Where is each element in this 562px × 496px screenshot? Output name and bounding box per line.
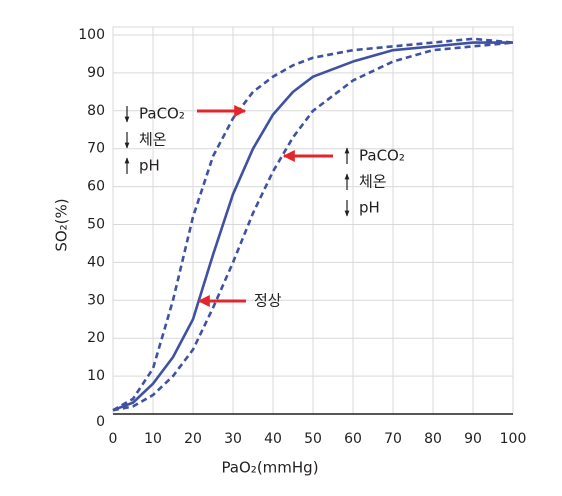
x-tick-label: 50	[304, 431, 322, 447]
y-tick-label: 80	[87, 103, 105, 119]
y-tick-label: 0	[96, 414, 105, 430]
x-tick-label: 0	[109, 431, 118, 447]
y-tick-label: 10	[87, 368, 105, 384]
x-tick-label: 60	[344, 431, 362, 447]
annotation-text: 정상	[254, 292, 282, 310]
x-tick-label: 100	[500, 431, 527, 447]
x-tick-label: 80	[424, 431, 442, 447]
x-tick-label: 90	[464, 431, 482, 447]
x-tick-label: 40	[264, 431, 282, 447]
curve	[112, 41, 513, 412]
annotation-text: pH	[359, 199, 380, 217]
x-axis-label: PaO₂(mmHg)	[221, 459, 318, 477]
y-tick-label: 30	[87, 292, 105, 308]
x-tick-label: 20	[184, 431, 202, 447]
annotation-text: pH	[139, 157, 160, 175]
x-tick-label: 70	[384, 431, 402, 447]
x-tick-label: 10	[144, 431, 162, 447]
annotation-text: PaCO₂	[139, 105, 185, 123]
y-tick-label: 90	[87, 65, 105, 81]
y-tick-label: 60	[87, 179, 105, 195]
y-tick-label: 50	[87, 217, 105, 233]
y-tick-label: 70	[87, 141, 105, 157]
annotation-text: 체온	[139, 131, 167, 149]
y-tick-label: 20	[87, 330, 105, 346]
y-tick-label: 100	[78, 27, 105, 43]
annotation-text: PaCO₂	[359, 147, 405, 165]
curve	[112, 37, 514, 412]
y-tick-label: 40	[87, 254, 105, 270]
annotation-text: 체온	[359, 173, 387, 191]
x-tick-label: 30	[224, 431, 242, 447]
y-axis-label: SO₂(%)	[53, 198, 71, 251]
